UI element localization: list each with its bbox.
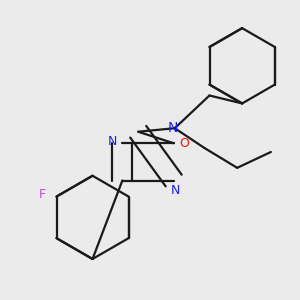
Text: N: N [171,184,180,197]
Text: O: O [180,137,190,150]
Text: N: N [108,135,117,148]
Text: F: F [39,188,46,201]
Text: N: N [168,121,178,135]
